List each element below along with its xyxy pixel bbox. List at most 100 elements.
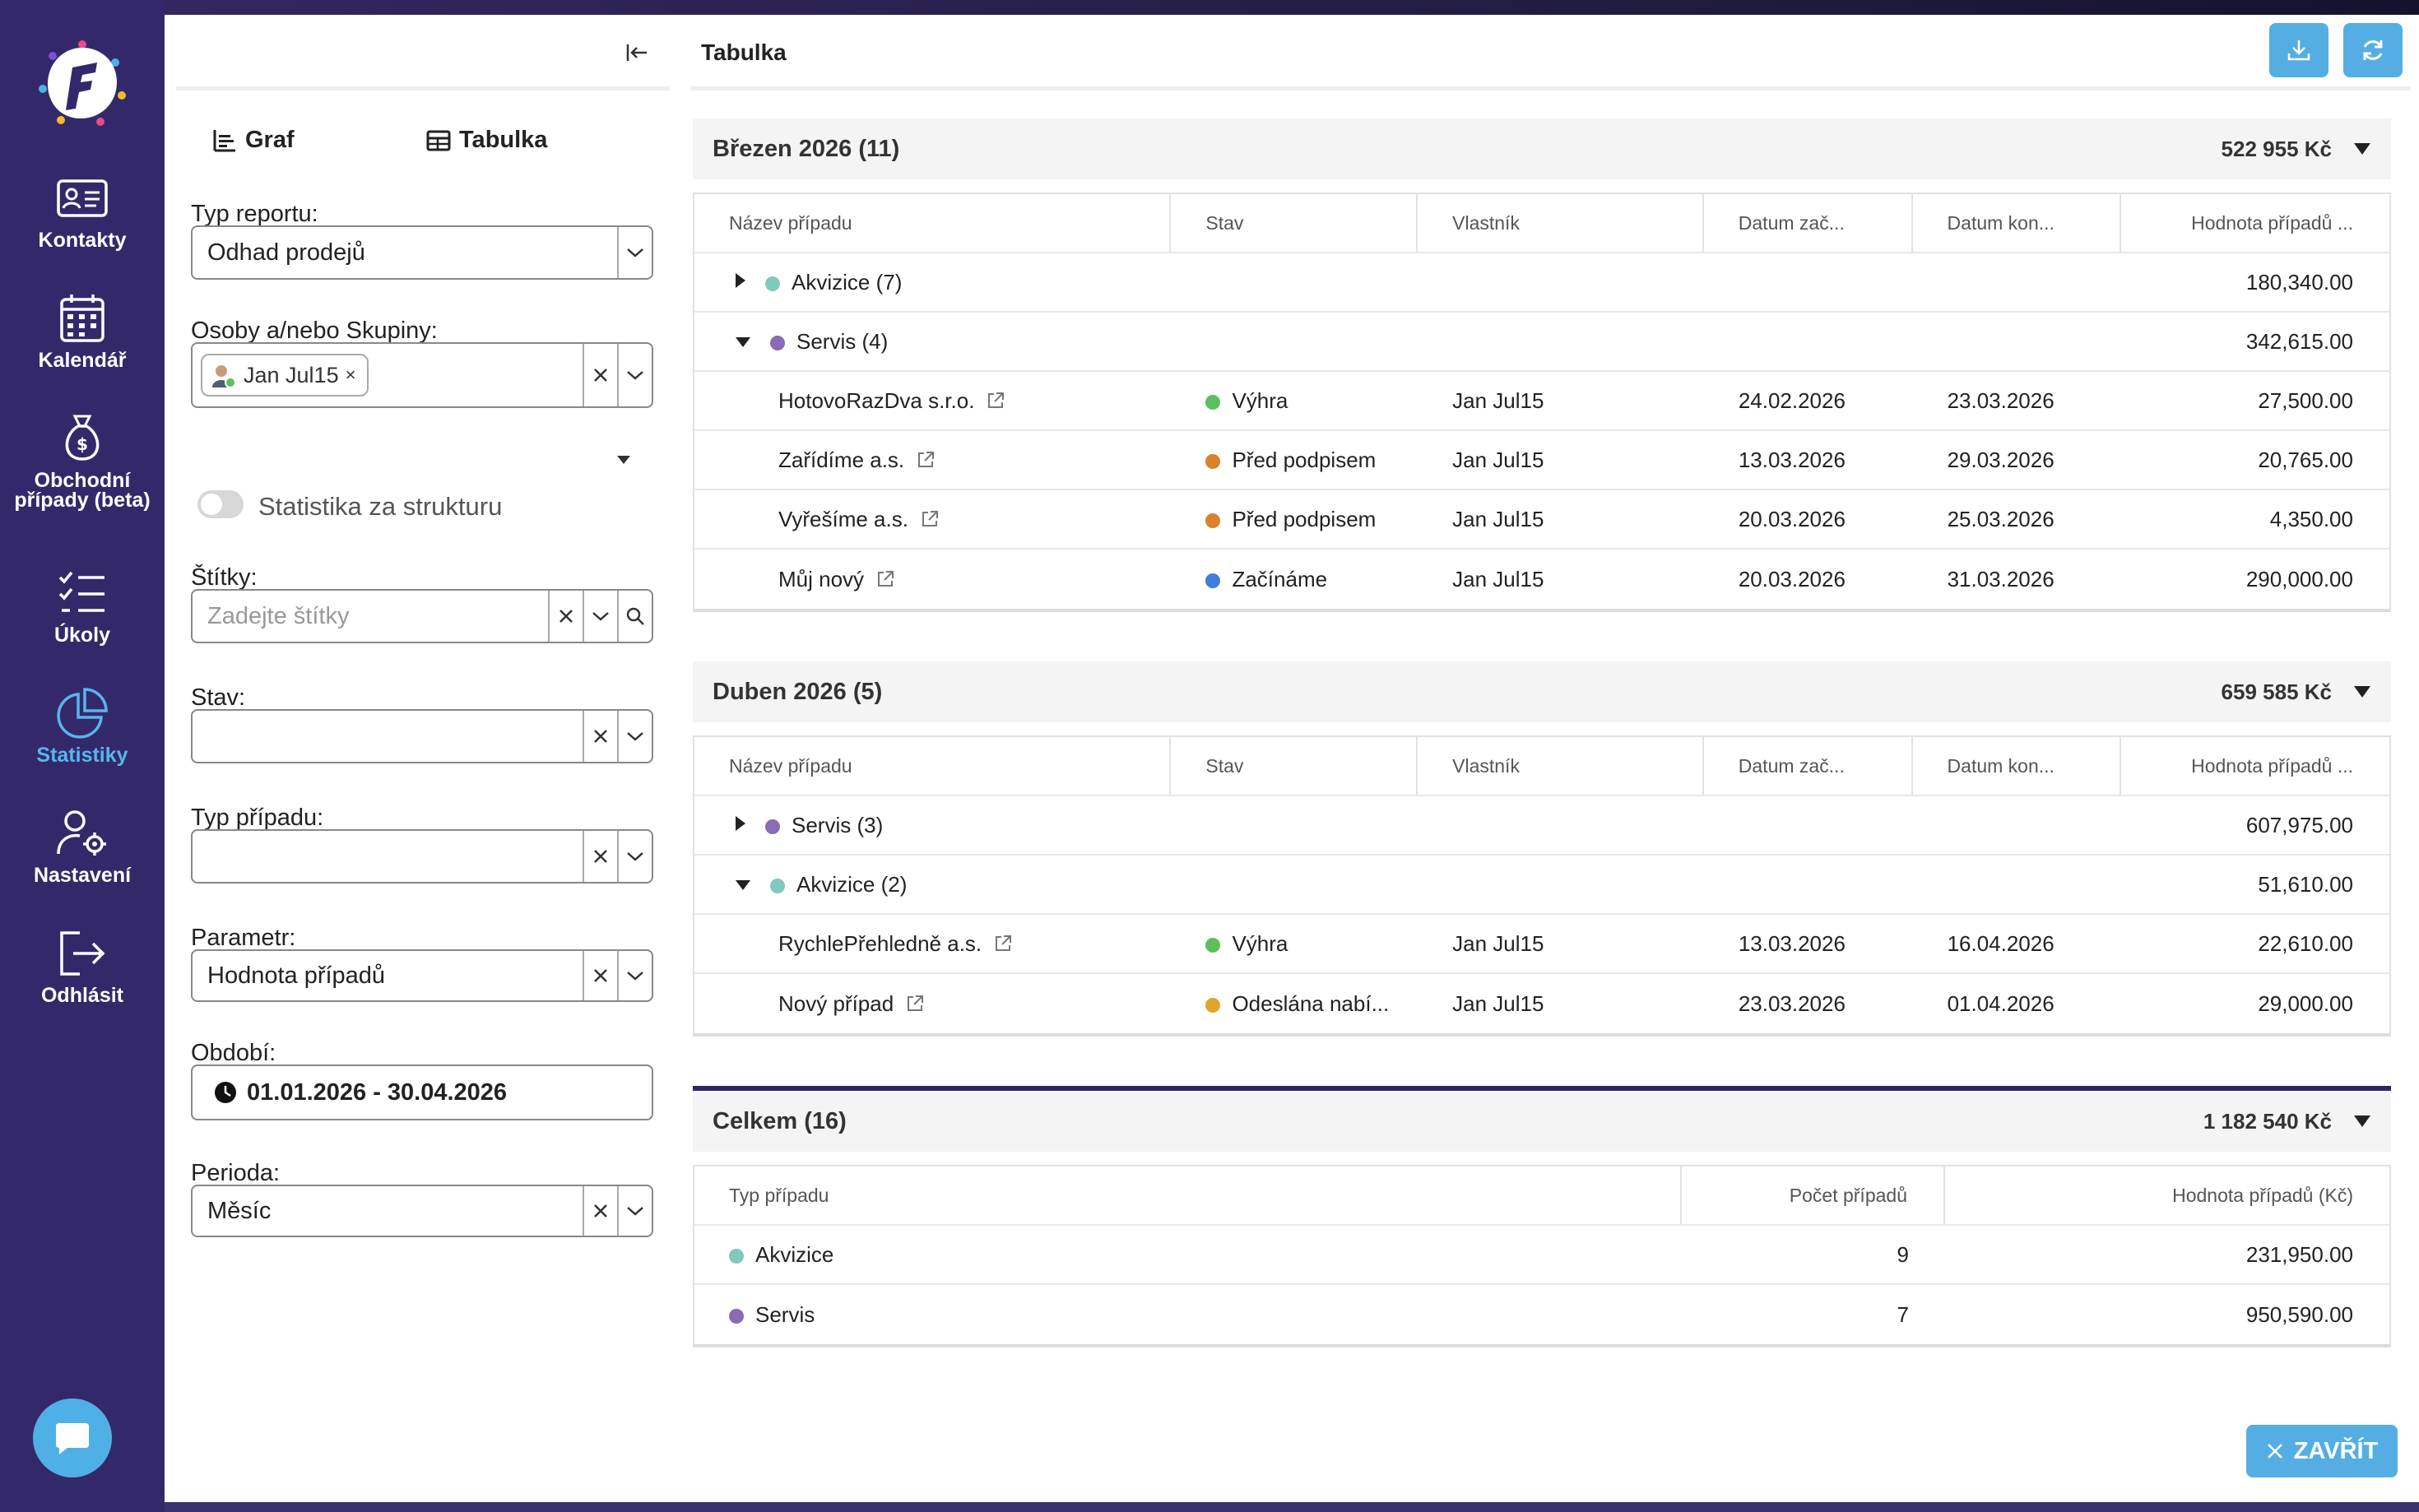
chat-button[interactable]	[33, 1398, 112, 1477]
group-row[interactable]: Akvizice (2) 51,610.00	[694, 856, 2389, 915]
case-name[interactable]: HotovoRazDva s.r.o.	[778, 387, 975, 413]
period-dropdown[interactable]	[617, 1186, 652, 1236]
expand-icon[interactable]	[736, 815, 745, 831]
group-row[interactable]: Akvizice (7) 180,340.00	[694, 253, 2389, 313]
column-header[interactable]: Datum kon...	[1913, 194, 2122, 252]
column-header[interactable]: Datum kon...	[1913, 737, 2122, 795]
nav-item-contacts[interactable]: Kontakty	[0, 171, 165, 278]
table-row[interactable]: Servis 7 950,590.00	[694, 1285, 2389, 1344]
status-badge: Začínáme	[1232, 566, 1328, 591]
case-name[interactable]: Zařídíme a.s.	[778, 447, 905, 472]
column-header[interactable]: Hodnota případů ...	[2191, 754, 2353, 777]
caret-down-icon[interactable]	[2353, 142, 2371, 155]
group-name: Akvizice (2)	[796, 871, 908, 897]
column-header[interactable]: Počet případů	[1682, 1166, 1945, 1224]
case-type-clear-button[interactable]	[583, 831, 617, 882]
section-header-total[interactable]: Celkem (16) 1 182 540 Kč	[693, 1091, 2391, 1152]
section-header-april[interactable]: Duben 2026 (5) 659 585 Kč	[693, 661, 2391, 722]
external-link-icon[interactable]	[875, 569, 895, 589]
column-header[interactable]: Datum zač...	[1704, 737, 1913, 795]
collapse-icon[interactable]	[736, 336, 750, 347]
case-name[interactable]: Nový případ	[778, 990, 894, 1016]
nav-item-deals[interactable]: $ Obchodní případy (beta)	[0, 411, 165, 518]
column-header[interactable]: Hodnota případů (Kč)	[2172, 1184, 2353, 1206]
caret-down-icon[interactable]	[2353, 685, 2371, 698]
refresh-button[interactable]	[2343, 23, 2403, 77]
column-header[interactable]: Datum zač...	[1704, 194, 1913, 252]
period-range-input[interactable]: 01.01.2026 - 30.04.2026	[191, 1064, 653, 1120]
filter-panel: Graf Tabulka Typ reportu: Odhad prodejů …	[176, 15, 670, 1496]
case-name[interactable]: Můj nový	[778, 566, 865, 591]
parameter-clear-button[interactable]	[583, 951, 617, 1000]
status-badge: Odeslána nabí...	[1232, 990, 1390, 1016]
section-header-march[interactable]: Březen 2026 (11) 522 955 Kč	[693, 118, 2391, 179]
status-select[interactable]	[191, 709, 653, 763]
case-name[interactable]: Vyřešíme a.s.	[778, 506, 908, 531]
parameter-select[interactable]: Hodnota případů	[191, 949, 653, 1002]
table-row[interactable]: Zařídíme a.s. Před podpisem Jan Jul15 13…	[694, 431, 2389, 490]
clock-icon	[215, 1082, 236, 1103]
status-clear-button[interactable]	[583, 711, 617, 762]
case-name[interactable]: RychlePřehledně a.s.	[778, 930, 982, 956]
status-label: Stav:	[191, 684, 246, 711]
status-dropdown[interactable]	[617, 711, 652, 762]
case-type-dropdown[interactable]	[617, 831, 652, 882]
collapse-icon[interactable]	[736, 879, 750, 890]
period-clear-button[interactable]	[583, 1186, 617, 1236]
external-link-icon[interactable]	[916, 450, 936, 470]
external-link-icon[interactable]	[986, 391, 1005, 410]
external-link-icon[interactable]	[905, 994, 925, 1013]
nav-item-calendar[interactable]: Kalendář	[0, 291, 165, 398]
table-row[interactable]: Akvizice 9 231,950.00	[694, 1226, 2389, 1285]
caret-down-icon[interactable]	[2353, 1115, 2371, 1128]
table-row[interactable]: Vyřešíme a.s. Před podpisem Jan Jul15 20…	[694, 490, 2389, 550]
status-dot	[1205, 937, 1221, 953]
expand-icon[interactable]	[736, 272, 745, 288]
period-select[interactable]: Měsíc	[191, 1185, 653, 1237]
external-link-icon[interactable]	[993, 934, 1013, 953]
tab-table[interactable]: Tabulka	[426, 127, 547, 154]
download-button[interactable]	[2269, 23, 2328, 77]
column-header[interactable]: Vlastník	[1418, 194, 1704, 252]
column-header[interactable]: Hodnota případů ...	[2191, 211, 2353, 234]
tags-input[interactable]: Zadejte štítky	[191, 589, 653, 643]
column-header[interactable]: Vlastník	[1418, 737, 1704, 795]
group-row[interactable]: Servis (3) 607,975.00	[694, 796, 2389, 856]
nav-item-tasks[interactable]: Úkoly	[0, 566, 165, 673]
persons-dropdown[interactable]	[617, 344, 652, 406]
column-header[interactable]: Název případu	[694, 194, 1172, 252]
report-type-select[interactable]: Odhad prodejů	[191, 225, 653, 280]
tags-dropdown[interactable]	[583, 591, 617, 642]
tags-clear-button[interactable]	[548, 591, 583, 642]
report-content: Tabulka Březen 2026 (11) 522 955 Kč Náze…	[691, 15, 2419, 1496]
external-link-icon[interactable]	[920, 509, 940, 529]
parameter-dropdown[interactable]	[617, 951, 652, 1000]
case-type-select[interactable]	[191, 829, 653, 884]
persons-select[interactable]: Jan Jul15 ×	[191, 342, 653, 408]
value-cell: 29,000.00	[2258, 990, 2353, 1016]
table-row[interactable]: Můj nový Začínáme Jan Jul15 20.03.2026 3…	[694, 550, 2389, 609]
column-header[interactable]: Stav	[1171, 737, 1418, 795]
table-row[interactable]: HotovoRazDva s.r.o. Výhra Jan Jul15 24.0…	[694, 372, 2389, 431]
nav-item-logout[interactable]: Odhlásit	[0, 926, 165, 1033]
remove-chip-icon[interactable]: ×	[345, 364, 356, 385]
tab-graph[interactable]: Graf	[212, 127, 295, 154]
structure-toggle[interactable]	[197, 490, 244, 518]
contact-card-icon	[57, 179, 108, 217]
close-button[interactable]: ZAVŘÍT	[2246, 1425, 2398, 1477]
column-header[interactable]: Stav	[1171, 194, 1418, 252]
table-row[interactable]: RychlePřehledně a.s. Výhra Jan Jul15 13.…	[694, 915, 2389, 974]
persons-clear-button[interactable]	[583, 344, 617, 406]
group-row[interactable]: Servis (4) 342,615.00	[694, 313, 2389, 372]
caret-down-icon[interactable]	[615, 454, 632, 466]
collapse-panel-icon[interactable]	[624, 39, 650, 66]
report-type-dropdown[interactable]	[617, 227, 652, 278]
tags-search-button[interactable]	[617, 591, 652, 642]
person-chip[interactable]: Jan Jul15 ×	[201, 354, 369, 397]
app-logo-icon[interactable]	[36, 38, 128, 130]
column-header[interactable]: Typ případu	[694, 1166, 1682, 1224]
column-header[interactable]: Název případu	[694, 737, 1172, 795]
nav-item-settings[interactable]: Nastavení	[0, 806, 165, 913]
nav-item-statistics[interactable]: Statistiky	[0, 686, 165, 793]
table-row[interactable]: Nový případ Odeslána nabí... Jan Jul15 2…	[694, 974, 2389, 1033]
